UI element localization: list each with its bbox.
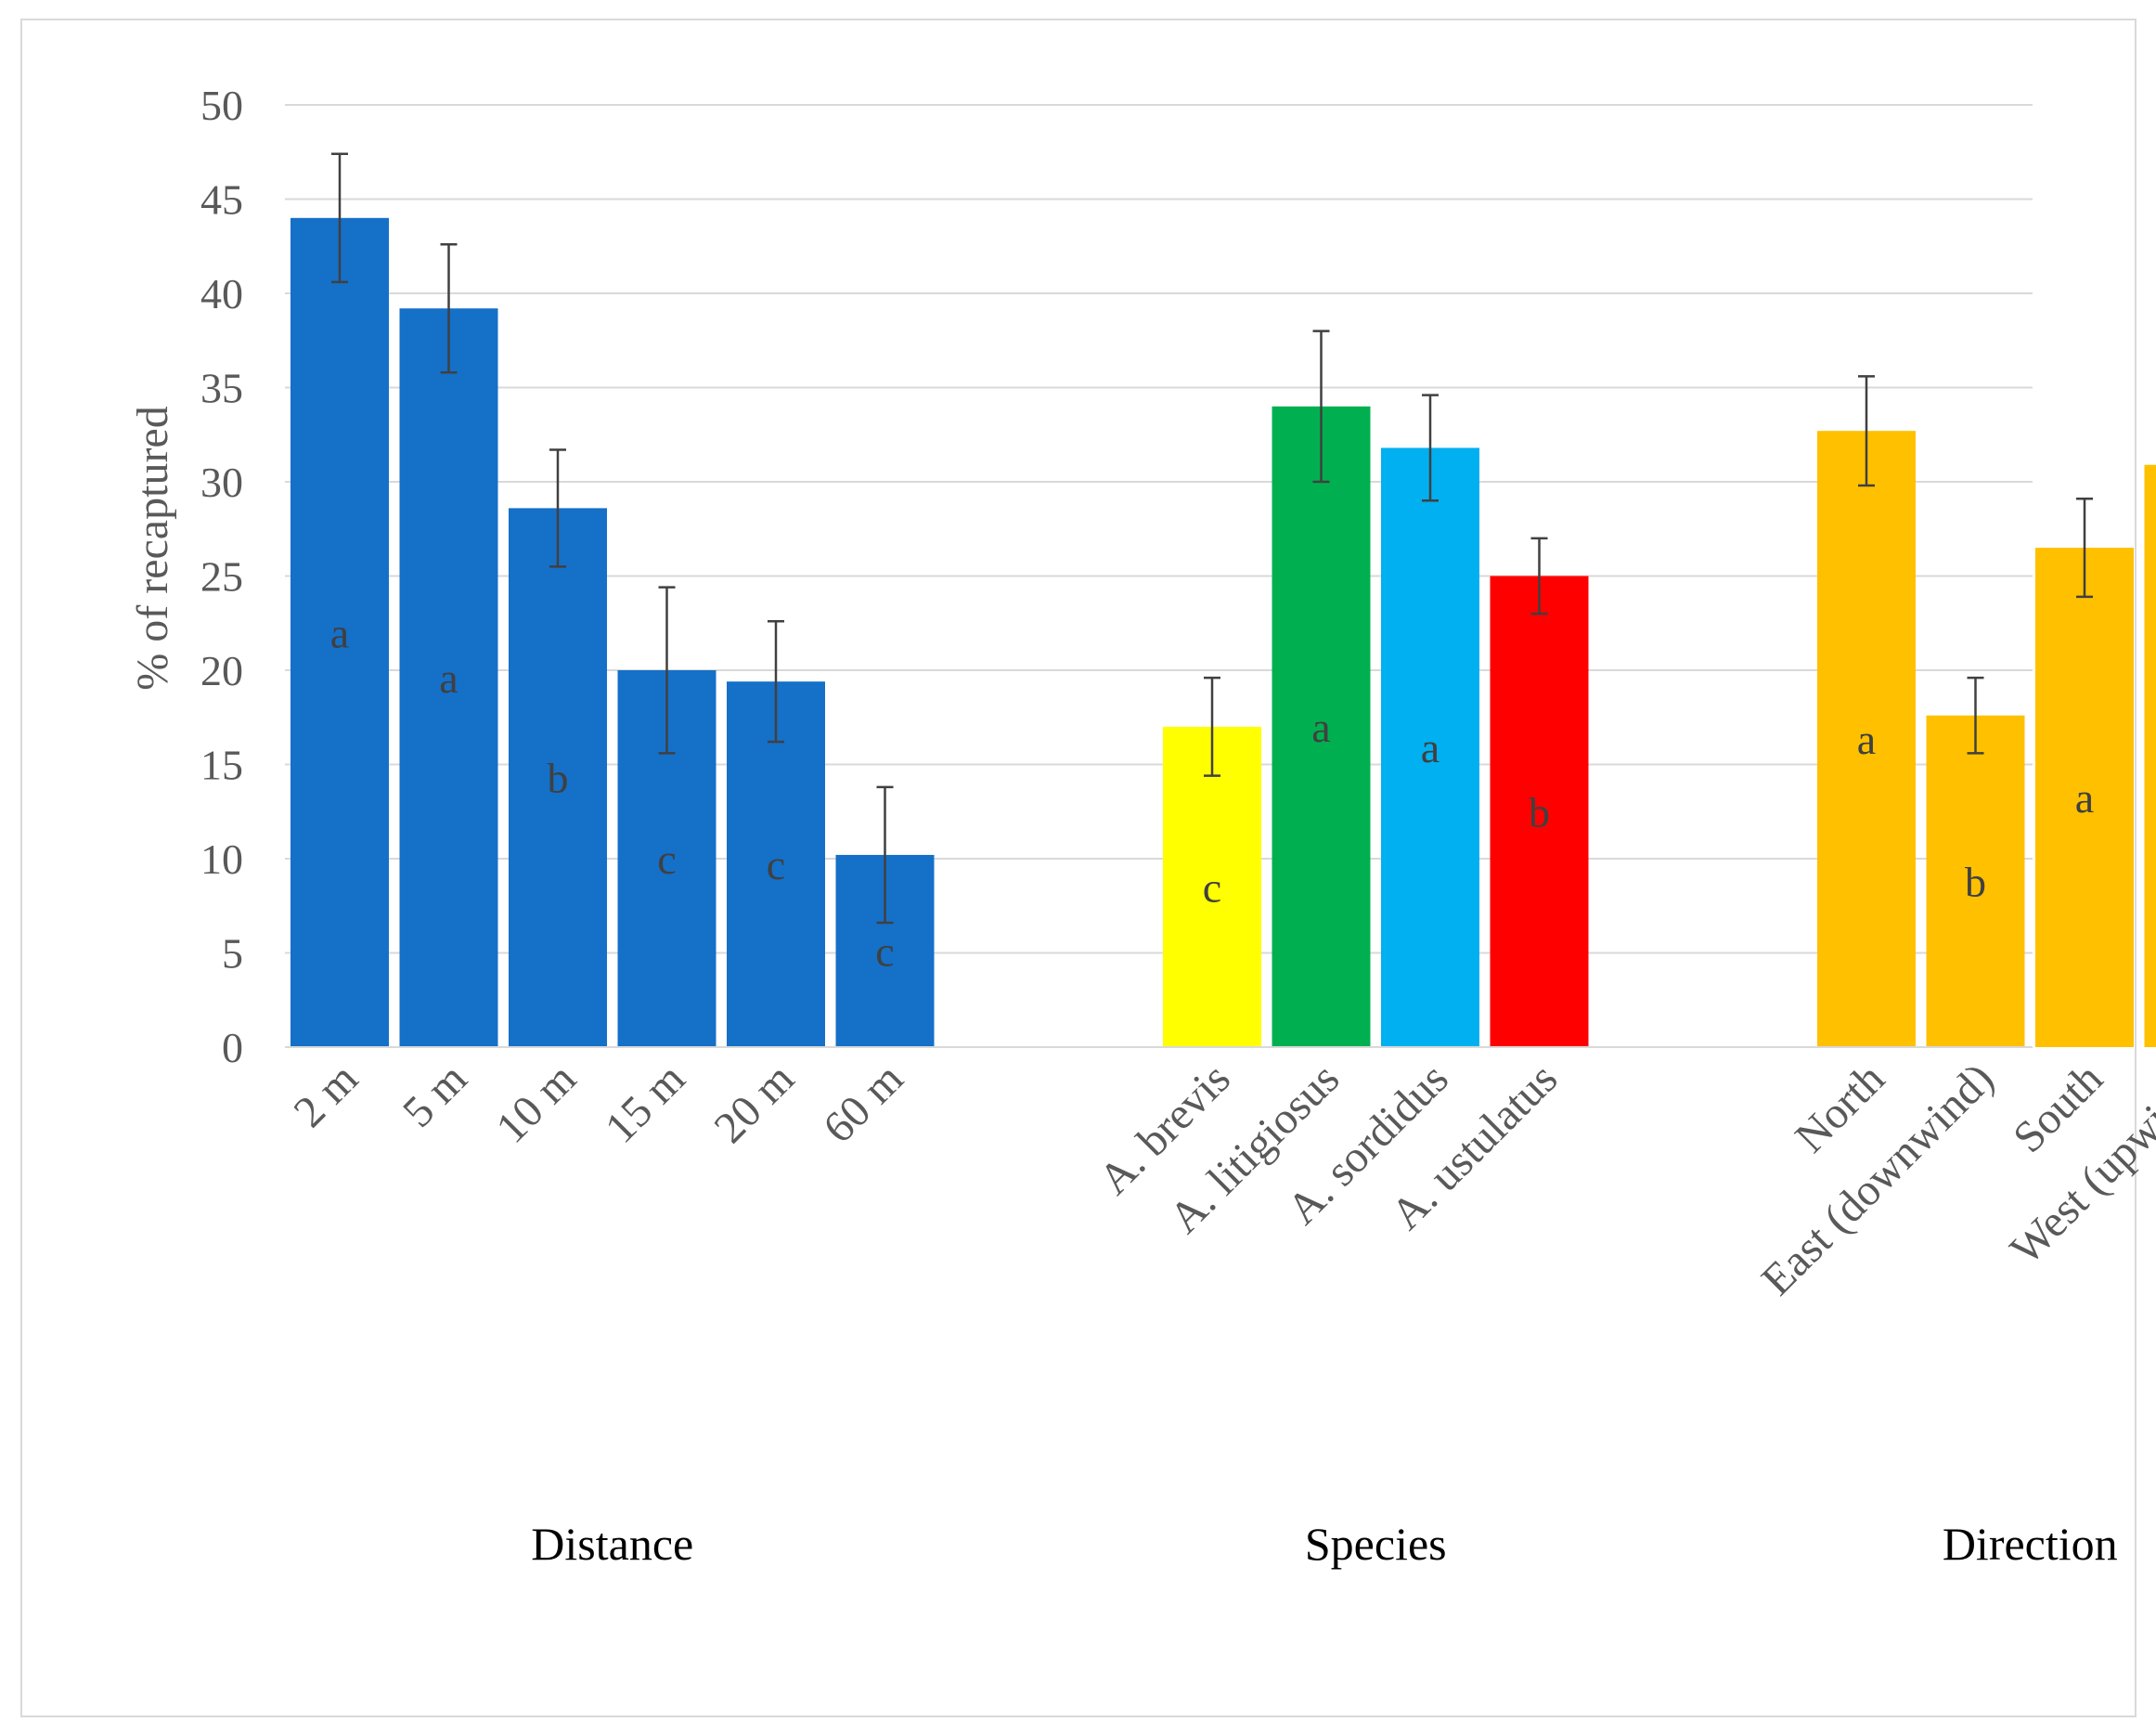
x-tick-label: 5 m [394,1054,476,1136]
group-label: Direction [1943,1518,2118,1570]
significance-letter: c [657,835,676,883]
significance-letter: a [1421,724,1439,771]
bar-a-sordidus [1381,447,1479,1048]
significance-letter: b [1965,858,1986,905]
y-tick-label: 45 [200,176,243,224]
x-tick-label: 10 m [486,1054,585,1152]
y-tick-label: 0 [222,1024,243,1071]
group-label: Species [1305,1518,1447,1570]
y-tick-label: 40 [200,270,243,317]
y-tick-label: 30 [200,459,243,506]
y-axis-title: % of recaptured [128,406,177,691]
bar-a-brevis [1163,726,1261,1047]
bar-2-m [290,217,389,1048]
bar-east-downwind- [1926,715,2025,1047]
significance-letter: b [548,755,569,802]
significance-letter: b [1529,788,1550,835]
x-tick-label: 20 m [704,1054,803,1152]
bar-5-m [399,308,498,1047]
x-tick-label: 2 m [284,1054,367,1136]
significance-letter: a [330,609,349,656]
significance-letter: a [2075,774,2094,822]
significance-letter: a [1311,704,1330,751]
group-label: Distance [531,1518,693,1570]
x-tick-label: 60 m [814,1054,912,1152]
significance-letter: a [439,654,458,702]
y-tick-label: 50 [200,82,243,129]
x-tick-label: 15 m [596,1054,694,1152]
bar-west-upwind- [2144,464,2156,1048]
y-tick-label: 15 [200,742,243,789]
y-tick-label: 10 [200,835,243,883]
significance-letter: a [1857,716,1876,763]
y-tick-label: 35 [200,365,243,412]
bar-a-ustulatus [1490,576,1589,1047]
y-tick-label: 5 [222,930,243,978]
significance-letter: c [767,841,785,888]
bar-south [2035,548,2134,1047]
bar-north [1817,431,1916,1047]
bar-a-litigiosus [1272,406,1371,1047]
significance-letter: c [875,927,894,975]
bar-10-m [509,508,607,1047]
y-tick-label: 20 [200,647,243,694]
y-tick-label: 25 [200,553,243,601]
significance-letter: c [1203,863,1221,911]
